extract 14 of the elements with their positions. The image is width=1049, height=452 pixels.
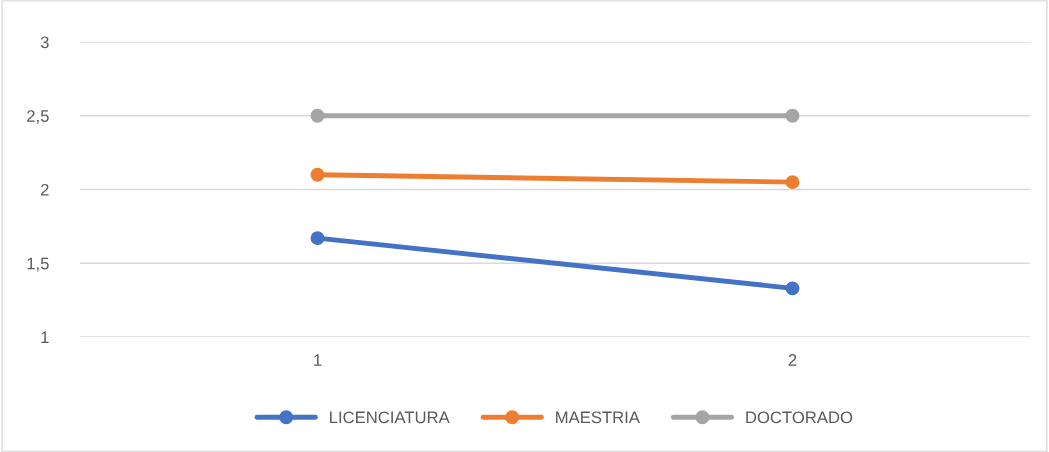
legend-label: DOCTORADO	[746, 411, 853, 424]
y-tick-label: 1	[41, 331, 49, 344]
point	[785, 175, 800, 190]
point	[785, 108, 800, 123]
point	[310, 231, 325, 246]
legend-label: MAESTRIA	[556, 411, 640, 424]
legend-label: LICENCIATURA	[330, 411, 450, 424]
point	[310, 167, 325, 182]
y-tick-label: 2	[41, 183, 49, 196]
y-tick-label: 2,5	[27, 110, 49, 124]
point	[310, 108, 325, 123]
y-tick-label: 3	[40, 36, 49, 49]
y-tick-label: 1,5	[27, 257, 49, 272]
point	[785, 281, 800, 296]
